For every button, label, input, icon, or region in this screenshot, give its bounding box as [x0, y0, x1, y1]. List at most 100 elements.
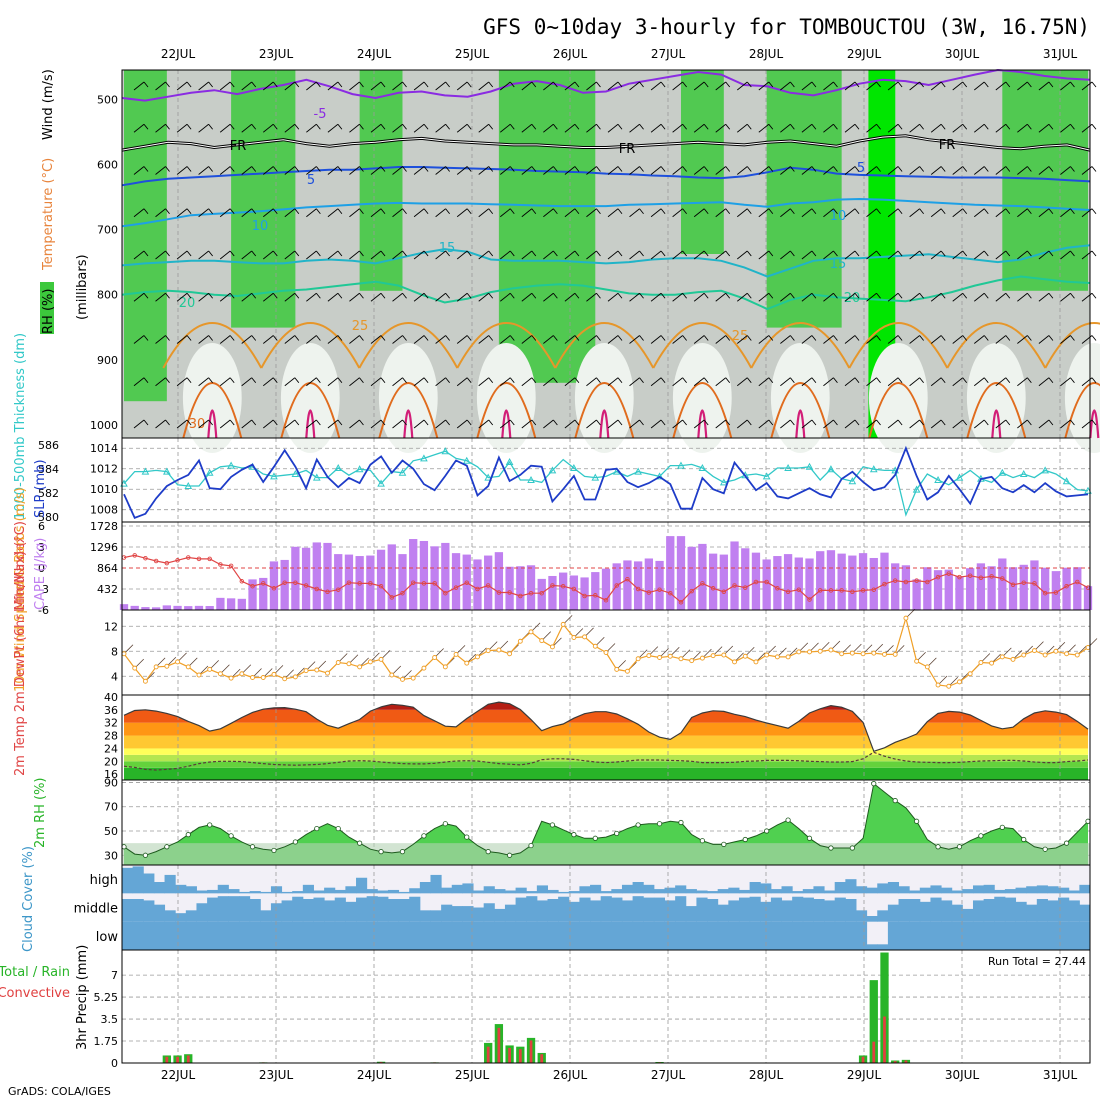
wind-barb-flag	[1070, 292, 1075, 299]
thickness-point	[462, 456, 471, 464]
cloud-bar-low	[409, 921, 421, 950]
cloud-bar-low	[281, 921, 293, 950]
wind-barb	[327, 166, 339, 175]
wind-barb-flag	[251, 81, 257, 88]
li-point	[828, 588, 834, 593]
wind-barb-flag	[509, 335, 515, 341]
wind-barb-flag	[983, 292, 989, 299]
li-point	[550, 583, 555, 588]
cloud-bar-low	[972, 921, 985, 950]
wind-tick: 4	[111, 670, 118, 683]
cloud-bar-middle	[462, 906, 474, 922]
li-tick: -6	[38, 604, 49, 617]
wind-barb	[133, 250, 145, 260]
cloud-bar-middle	[643, 897, 655, 922]
cloud-bar-low	[738, 921, 751, 950]
wind-barb-flag	[596, 292, 601, 299]
wind-barb	[478, 166, 490, 175]
li-point	[518, 593, 523, 599]
wind-barb	[284, 292, 296, 302]
precip-conv-bar	[540, 1054, 544, 1063]
wind-barb-flag	[337, 377, 343, 384]
rh-point	[1063, 840, 1070, 846]
wind-barb-flag	[186, 335, 192, 341]
wind-barb-flag	[639, 81, 644, 88]
wind-barb-flag	[1027, 123, 1032, 130]
wind-barb-flag	[316, 81, 321, 88]
contour-label: FR	[619, 142, 636, 157]
wind-barb	[715, 377, 727, 387]
wind-barb-flag	[186, 292, 192, 299]
cloud-bar-middle	[653, 897, 666, 922]
wind-barb	[198, 419, 209, 429]
cloud-bar-middle	[451, 906, 463, 922]
cloud-bar-middle	[611, 897, 623, 922]
wind-barb-flag	[294, 250, 300, 257]
cloud-bar-high	[260, 891, 272, 894]
wind-barb	[198, 81, 209, 91]
wind-barb	[995, 419, 1007, 429]
wind-speed-point	[785, 654, 791, 660]
cloud-bar-high	[802, 889, 814, 894]
wind-barb	[543, 335, 554, 344]
wind-barb-flag	[337, 208, 343, 215]
wind-barb-flag	[596, 250, 601, 257]
wind-barb	[306, 419, 317, 429]
wind-barb	[564, 335, 576, 344]
wind-barb	[1017, 419, 1028, 429]
wind-barb	[499, 166, 511, 175]
wind-barb	[973, 250, 985, 260]
wind-barb	[607, 81, 619, 91]
cloud-bar-high	[951, 890, 963, 894]
thickness-point	[1041, 466, 1050, 474]
wind-speed-point	[796, 649, 802, 655]
cloud-level-label: middle	[74, 902, 118, 917]
rh-point	[1042, 846, 1048, 852]
cloud-bar-low	[834, 921, 846, 950]
cloud-bar-low	[515, 921, 527, 950]
cloud-bar-middle	[313, 897, 325, 922]
wind-barb	[543, 377, 554, 387]
rh-point	[935, 844, 941, 850]
wind-barb-flag	[660, 250, 666, 257]
cloud-bar-middle	[122, 899, 134, 922]
wind-barb	[995, 292, 1007, 302]
rh-point	[785, 817, 791, 823]
thickness-tick: 582	[38, 487, 59, 500]
cloud-bar-high	[239, 891, 251, 894]
wind-barb-flag	[380, 166, 386, 172]
wind-speed-point	[250, 675, 255, 680]
cloud-bar-low	[685, 921, 697, 950]
li-point	[764, 579, 769, 585]
wind-barb-flag	[165, 377, 170, 384]
wind-label-text: Wind (m/s)	[41, 69, 56, 140]
date-label-bottom: 23JUL	[259, 1068, 294, 1082]
wind-barb-flag	[272, 419, 278, 426]
thickness-line	[123, 450, 1089, 517]
wind-barb	[930, 292, 942, 302]
rh-point	[871, 781, 877, 787]
wind-barb-flag	[639, 208, 644, 215]
isotherm-28	[770, 382, 831, 439]
wind-barb-flag	[746, 377, 752, 384]
wind-barb	[650, 292, 662, 302]
cloud-bar-middle	[994, 896, 1006, 922]
wind-barb-flag	[617, 208, 623, 215]
wind-barb-flag	[380, 419, 386, 426]
wind-barb-flag	[208, 208, 213, 215]
wind-barb	[155, 377, 166, 387]
wind-barb	[176, 166, 188, 175]
wind-barb	[736, 81, 748, 91]
cloud-bar-low	[845, 921, 857, 950]
wind-barb	[586, 292, 597, 302]
wind-barb	[801, 335, 813, 344]
cloud-bar-middle	[887, 904, 900, 922]
wind-speed-point	[1031, 648, 1037, 654]
wind-barb	[262, 419, 274, 429]
wind-barb-flag	[768, 208, 774, 215]
wind-barb-flag	[1070, 250, 1075, 257]
cloud-bar-low	[260, 921, 272, 950]
rh-moist-region	[124, 70, 167, 402]
wind-speed-point	[1085, 645, 1091, 650]
cloud-bar-high	[696, 890, 708, 894]
